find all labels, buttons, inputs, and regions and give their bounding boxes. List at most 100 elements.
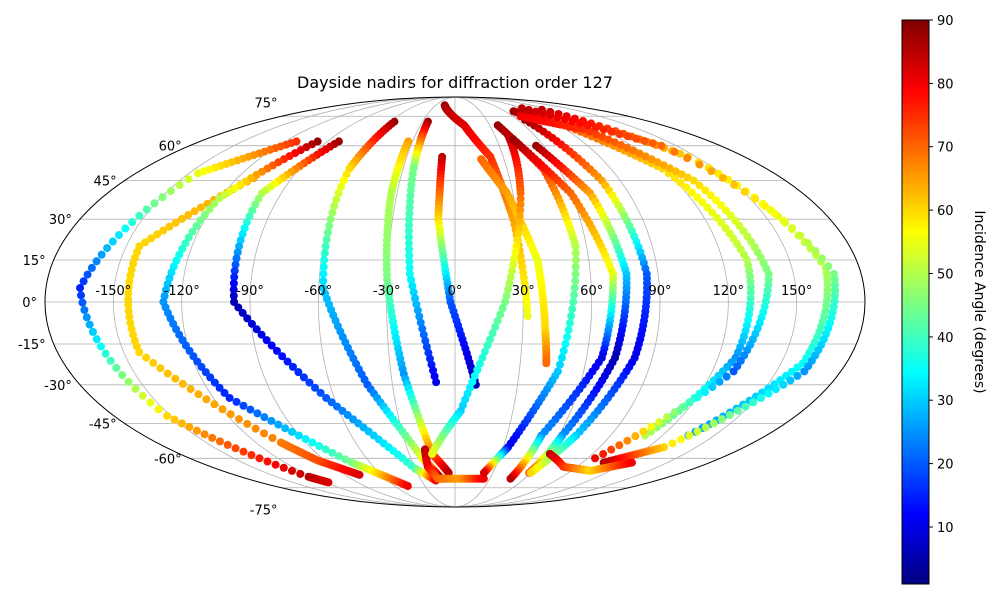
data-point: [653, 158, 662, 167]
data-point: [659, 161, 668, 170]
grid-lines: [45, 97, 865, 507]
map-boundary: [44, 96, 866, 508]
data-point: [79, 277, 88, 286]
colorbar-label: Incidence Angle (degrees): [971, 210, 987, 393]
data-point: [210, 199, 219, 208]
data-point: [165, 222, 174, 231]
data-point: [247, 451, 256, 460]
data-point: [698, 198, 707, 207]
data-point: [200, 430, 209, 439]
data-point: [422, 342, 431, 351]
data-point: [403, 482, 412, 490]
data-point: [160, 292, 169, 301]
colorbar-ticks: 10 20 30 40 50 60 70 80 90: [929, 14, 954, 536]
data-point: [322, 235, 331, 244]
data-point: [671, 167, 680, 176]
data-point: [252, 325, 261, 334]
x-tick-label: 0°: [448, 284, 463, 299]
data-point: [683, 154, 692, 163]
data-point: [733, 406, 742, 415]
data-point: [591, 454, 600, 463]
data-point: [406, 191, 415, 200]
data-point: [128, 218, 137, 227]
data-point: [338, 406, 347, 415]
data-point: [585, 127, 594, 136]
y-tick-label: 60°: [159, 140, 182, 155]
data-point: [238, 308, 247, 317]
data-point: [647, 422, 656, 431]
data-point: [570, 290, 579, 299]
data-point: [141, 238, 150, 247]
data-point: [272, 346, 281, 355]
data-point: [480, 347, 489, 356]
data-point: [824, 262, 833, 271]
x-tick-label: -90°: [236, 284, 264, 299]
data-point: [197, 362, 206, 371]
data-point: [305, 378, 314, 387]
data-point: [432, 378, 441, 387]
data-point: [405, 209, 414, 218]
data-point: [779, 380, 788, 389]
data-point: [623, 143, 632, 152]
data-point: [323, 228, 332, 237]
colorbar-gradient: [901, 19, 930, 585]
colorbar-tick-label: 80: [937, 77, 954, 92]
data-point: [623, 132, 632, 141]
data-point: [405, 245, 414, 254]
data-point: [571, 242, 580, 251]
data-point: [531, 107, 540, 116]
data-point: [504, 285, 513, 294]
x-tick-label: -30°: [373, 284, 401, 299]
y-tick-label: 30°: [49, 213, 72, 228]
data-point: [159, 226, 168, 235]
data-point: [288, 362, 297, 371]
data-point: [756, 393, 765, 402]
x-tick-label: 90°: [648, 284, 671, 299]
data-point: [657, 141, 666, 150]
data-point: [416, 318, 425, 327]
data-point: [135, 348, 144, 357]
data-point: [288, 427, 296, 436]
data-point: [253, 409, 262, 418]
data-point: [294, 431, 303, 440]
data-point: [564, 326, 573, 335]
data-point: [192, 222, 201, 231]
data-point: [234, 415, 243, 424]
data-point: [405, 269, 414, 278]
data-point: [311, 383, 320, 392]
data-point: [685, 431, 694, 440]
data-point: [260, 413, 269, 422]
data-point: [76, 283, 85, 292]
data-point: [708, 208, 717, 217]
data-point: [663, 413, 671, 422]
data-point: [283, 357, 292, 366]
data-point: [326, 215, 335, 224]
data-point: [411, 294, 420, 303]
data-point: [192, 426, 201, 435]
data-point: [483, 341, 492, 350]
data-point: [171, 374, 180, 383]
data-point: [770, 209, 779, 218]
data-point: [722, 206, 730, 215]
data-point: [715, 377, 724, 386]
data-point: [294, 368, 303, 377]
data-point: [510, 254, 519, 263]
data-point: [706, 191, 715, 200]
data-point: [150, 199, 159, 208]
data-point: [568, 117, 577, 126]
data-point: [138, 391, 147, 400]
data-point: [142, 205, 151, 214]
data-point: [413, 306, 422, 315]
data-point: [77, 291, 86, 300]
data-point: [523, 312, 532, 321]
data-point: [665, 164, 674, 173]
data-point: [330, 202, 339, 211]
data-point: [568, 305, 577, 314]
data-point: [262, 336, 271, 345]
data-point: [260, 429, 269, 438]
data-point: [709, 419, 718, 428]
data-point: [124, 378, 133, 386]
data-point: [404, 239, 413, 248]
data-point: [655, 418, 664, 426]
data-point: [231, 260, 240, 269]
